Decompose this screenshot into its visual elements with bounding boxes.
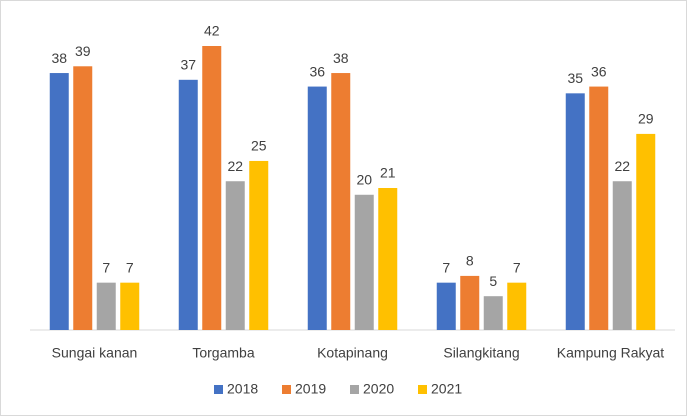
legend-swatch <box>418 385 427 394</box>
x-tick-label: Kotapinang <box>317 345 388 361</box>
data-label: 7 <box>102 259 110 275</box>
bar <box>354 194 374 330</box>
data-label: 29 <box>638 111 654 127</box>
bar <box>73 66 93 331</box>
data-label: 20 <box>356 171 372 187</box>
bar <box>460 275 480 330</box>
data-label: 21 <box>380 165 396 181</box>
data-label: 22 <box>614 158 630 174</box>
x-tick-label: Silangkitang <box>443 345 519 361</box>
data-label: 7 <box>126 259 134 275</box>
legend-swatch <box>282 385 291 394</box>
bar <box>178 79 198 330</box>
bar <box>96 282 116 330</box>
data-label: 22 <box>227 158 243 174</box>
data-label: 5 <box>489 273 497 289</box>
bar <box>249 160 269 330</box>
bar <box>120 282 140 330</box>
legend-label: 2018 <box>227 381 258 397</box>
bar <box>202 46 222 330</box>
data-label: 25 <box>251 138 267 154</box>
data-label: 39 <box>75 43 91 59</box>
bar <box>589 86 609 330</box>
data-label: 36 <box>309 63 325 79</box>
bar <box>378 188 398 330</box>
bar <box>636 133 656 330</box>
data-label: 7 <box>442 259 450 275</box>
bar <box>49 73 69 331</box>
bar <box>436 282 456 330</box>
data-label: 38 <box>333 50 349 66</box>
bar <box>565 93 585 330</box>
legend-swatch <box>214 385 223 394</box>
data-label: 36 <box>591 63 607 79</box>
data-label: 35 <box>567 70 583 86</box>
data-label: 38 <box>51 50 67 66</box>
bar <box>225 181 245 330</box>
data-label: 8 <box>466 253 474 269</box>
bar <box>483 296 503 330</box>
data-label: 42 <box>204 23 220 39</box>
bar <box>307 86 327 330</box>
legend-label: 2021 <box>431 381 462 397</box>
x-tick-label: Torgamba <box>192 345 254 361</box>
bar <box>331 73 351 331</box>
bar <box>612 181 632 330</box>
data-label: 37 <box>180 57 196 73</box>
x-tick-label: Kampung Rakyat <box>557 345 665 361</box>
data-label: 7 <box>513 259 521 275</box>
legend-label: 2020 <box>363 381 394 397</box>
bar <box>507 282 527 330</box>
legend-swatch <box>350 385 359 394</box>
legend-label: 2019 <box>295 381 326 397</box>
x-tick-label: Sungai kanan <box>52 345 138 361</box>
